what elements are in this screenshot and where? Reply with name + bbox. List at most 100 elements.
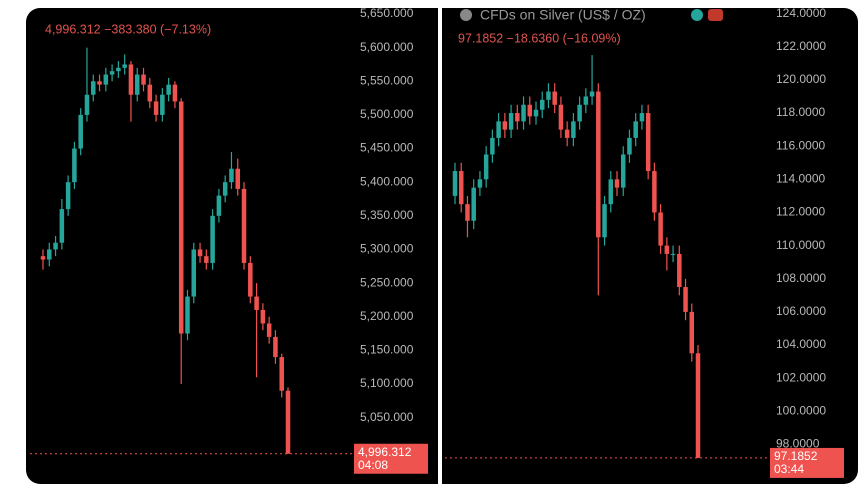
candle-body bbox=[241, 188, 247, 263]
candle-body bbox=[589, 91, 595, 97]
candle-body bbox=[683, 287, 688, 312]
candle-body bbox=[477, 179, 483, 188]
candle-body bbox=[122, 64, 127, 68]
candle-body bbox=[502, 121, 508, 130]
candle-body bbox=[533, 109, 539, 117]
y-tick-label: 104.0000 bbox=[776, 337, 826, 351]
candle-body bbox=[97, 81, 102, 85]
candle-body bbox=[229, 168, 234, 183]
candle-body bbox=[515, 113, 520, 122]
last-price-label: 97.1852 bbox=[774, 449, 818, 463]
y-tick-label: 5,200.000 bbox=[360, 309, 414, 323]
candle-body bbox=[677, 253, 682, 288]
candle-body bbox=[633, 121, 638, 138]
y-tick-label: 5,100.000 bbox=[360, 376, 414, 390]
candle-body bbox=[78, 114, 83, 149]
candle-body bbox=[84, 94, 90, 115]
candle-body bbox=[197, 249, 203, 257]
candle-body bbox=[153, 101, 159, 115]
y-tick-label: 5,450.000 bbox=[360, 141, 414, 155]
candle-body bbox=[103, 74, 109, 85]
candle-body bbox=[527, 104, 533, 117]
y-tick-label: 102.0000 bbox=[776, 370, 826, 384]
candle-body bbox=[521, 104, 526, 122]
y-tick-label: 106.0000 bbox=[776, 304, 826, 318]
candle-body bbox=[273, 336, 278, 358]
candle-body bbox=[260, 310, 266, 324]
y-tick-label: 112.0000 bbox=[776, 205, 825, 219]
candle-body bbox=[496, 121, 501, 138]
candle-body bbox=[608, 179, 614, 205]
candle-body bbox=[109, 71, 115, 75]
candle-body bbox=[72, 148, 77, 183]
y-tick-label: 5,050.000 bbox=[360, 410, 414, 424]
candle-body bbox=[248, 262, 253, 297]
candle-body bbox=[40, 256, 46, 260]
chart-title: CFDs on Silver (US$ / OZ) bbox=[480, 7, 646, 23]
status-icon bbox=[691, 9, 703, 21]
candle-body bbox=[664, 245, 670, 254]
countdown-label: 04:08 bbox=[358, 458, 388, 472]
candle-body bbox=[614, 179, 620, 188]
candle-body bbox=[279, 357, 284, 391]
candle-body bbox=[571, 121, 576, 138]
y-tick-label: 5,400.000 bbox=[360, 174, 414, 188]
candle-body bbox=[47, 249, 52, 260]
candle-body bbox=[116, 67, 121, 72]
y-tick-label: 5,600.000 bbox=[360, 40, 414, 54]
y-tick-label: 124.0000 bbox=[776, 6, 826, 20]
y-tick-label: 5,150.000 bbox=[360, 343, 414, 357]
last-price-box bbox=[354, 443, 428, 474]
y-tick-label: 110.0000 bbox=[776, 238, 825, 252]
y-tick-label: 120.0000 bbox=[776, 72, 826, 86]
candle-body bbox=[147, 84, 153, 102]
candle-body bbox=[539, 99, 545, 110]
candle-body bbox=[160, 94, 165, 115]
candle-body bbox=[166, 84, 171, 95]
candle-body bbox=[53, 242, 58, 250]
candle-body bbox=[458, 171, 464, 205]
y-tick-label: 5,650.000 bbox=[360, 6, 414, 20]
candle-body bbox=[465, 204, 470, 221]
candle-body bbox=[645, 113, 651, 172]
y-tick-label: 100.0000 bbox=[776, 403, 826, 417]
candle-body bbox=[695, 353, 701, 458]
candle-body bbox=[134, 74, 140, 95]
y-tick-label: 5,300.000 bbox=[360, 242, 414, 256]
candle-body bbox=[216, 195, 222, 216]
alert-icon bbox=[708, 9, 723, 21]
candle-body bbox=[128, 64, 134, 95]
candle-body bbox=[602, 204, 607, 238]
candle-body bbox=[508, 113, 514, 130]
candle-body bbox=[652, 171, 657, 213]
candle-body bbox=[552, 91, 557, 105]
divider bbox=[438, 8, 442, 484]
candle-body bbox=[483, 154, 489, 180]
candle-body bbox=[191, 249, 197, 297]
y-tick-label: 116.0000 bbox=[776, 138, 825, 152]
y-tick-label: 5,550.000 bbox=[360, 73, 414, 87]
symbol-icon bbox=[460, 9, 472, 21]
candle-body bbox=[178, 101, 184, 334]
y-tick-label: 5,500.000 bbox=[360, 107, 414, 121]
candle-body bbox=[285, 390, 291, 454]
candle-body bbox=[558, 104, 564, 130]
y-tick-label: 5,350.000 bbox=[360, 208, 414, 222]
candle-body bbox=[210, 215, 215, 263]
candle-body bbox=[222, 182, 228, 196]
candle-body bbox=[639, 113, 645, 122]
candle-body bbox=[235, 168, 241, 189]
candle-body bbox=[90, 81, 96, 95]
candle-body bbox=[564, 129, 570, 138]
candle-body bbox=[266, 323, 272, 337]
y-tick-label: 122.0000 bbox=[776, 39, 826, 53]
candle-body bbox=[254, 296, 259, 310]
candle-body bbox=[65, 182, 71, 210]
candle-body bbox=[546, 91, 551, 100]
candle-body bbox=[204, 256, 209, 263]
y-tick-label: 114.0000 bbox=[776, 172, 825, 186]
y-tick-label: 118.0000 bbox=[776, 105, 825, 119]
candle-body bbox=[172, 84, 178, 102]
candle-body bbox=[59, 209, 65, 243]
